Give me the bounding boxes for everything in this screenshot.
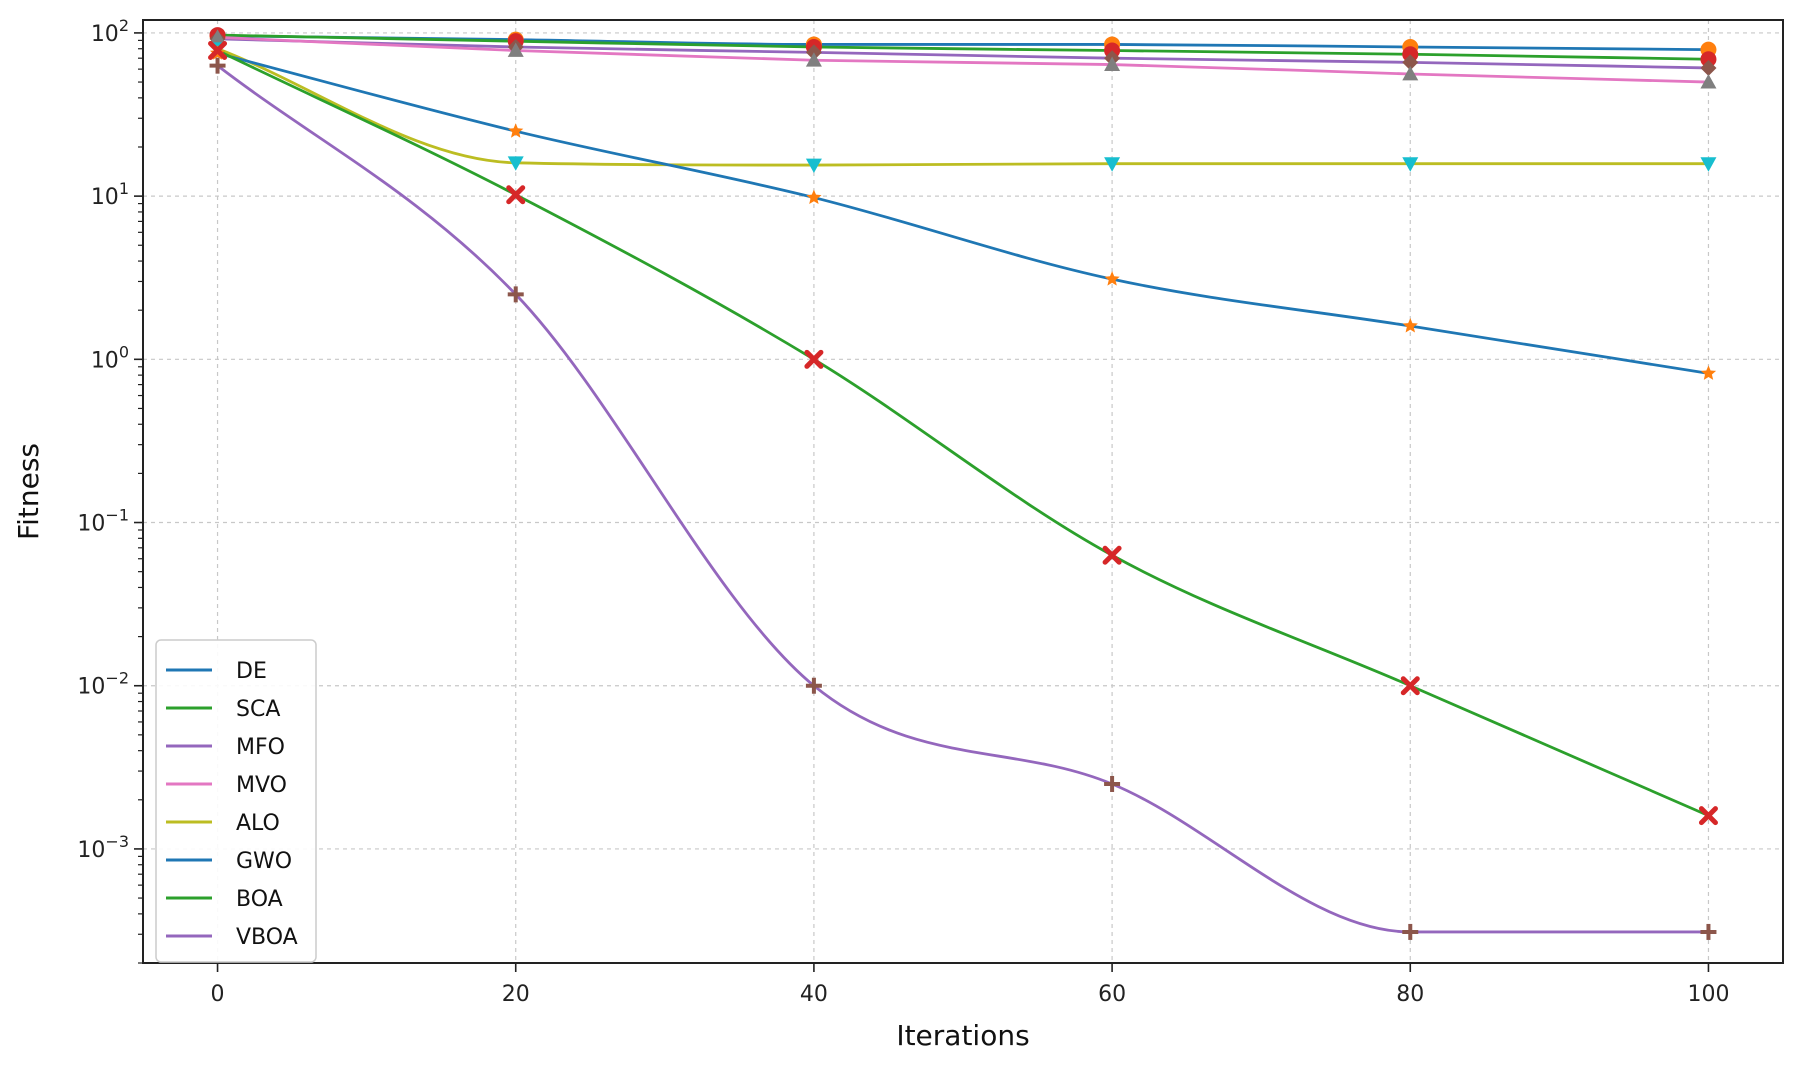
series-line-boa: [216, 49, 1710, 817]
x-axis-title: Iterations: [896, 1019, 1029, 1052]
data-point-boa: [1400, 676, 1420, 696]
data-point-gwo: [806, 189, 822, 204]
data-point-gwo: [1402, 318, 1418, 333]
x-tick-label: 40: [800, 982, 828, 1007]
data-point-boa: [506, 185, 526, 205]
x-tick-label: 80: [1396, 982, 1424, 1007]
axis-ticks: 0 20 40 60 80 100 10−3 10−2 10−1 100 101 102: [77, 16, 1729, 1007]
data-point-mvo: [1402, 66, 1419, 81]
data-point-alo: [1700, 157, 1717, 172]
series-line-mfo: [217, 37, 1709, 70]
data-point-alo: [1104, 157, 1121, 172]
data-point-boa: [1102, 545, 1122, 565]
data-point-vboa: [209, 57, 226, 74]
y-tick-label: 101: [91, 179, 129, 210]
x-tick-label: 100: [1687, 982, 1729, 1007]
series-line-sca: [217, 33, 1709, 61]
y-tick-label: 10−2: [77, 669, 129, 700]
data-point-alo: [805, 158, 822, 174]
data-point-sca: [1700, 51, 1717, 68]
data-point-boa: [208, 41, 228, 61]
legend-label: GWO: [236, 849, 292, 874]
legend-label: DE: [236, 659, 267, 684]
series-line-gwo: [217, 51, 1709, 375]
legend-box: [155, 639, 317, 963]
grid: [143, 20, 1783, 963]
series-lines: [216, 33, 1710, 934]
legend-label: MVO: [236, 773, 287, 798]
y-tick-label: 10−1: [77, 506, 129, 537]
data-point-mvo: [805, 52, 822, 67]
data-point-vboa: [1700, 923, 1717, 940]
data-point-mvo: [1104, 56, 1121, 71]
series-markers: [208, 27, 1718, 940]
data-point-mfo: [1700, 59, 1717, 76]
data-point-alo: [507, 156, 524, 171]
data-point-mfo: [1402, 54, 1419, 71]
y-tick-label: 102: [91, 16, 129, 47]
data-point-gwo: [1104, 271, 1120, 286]
x-tick-label: 0: [211, 982, 225, 1007]
data-point-gwo: [1700, 365, 1717, 380]
legend-label: SCA: [236, 697, 280, 722]
plot-frame: [142, 19, 1784, 964]
data-point-boa: [1698, 806, 1718, 826]
data-point-vboa: [507, 286, 524, 303]
data-point-alo: [1402, 157, 1419, 172]
legend-label: ALO: [236, 811, 280, 836]
y-axis-title: Fitness: [12, 443, 45, 540]
x-tick-label: 20: [502, 982, 530, 1007]
data-point-mvo: [1700, 74, 1717, 89]
series-line-alo: [217, 47, 1709, 167]
series-line-vboa: [216, 64, 1709, 934]
data-point-gwo: [508, 123, 524, 138]
series-line-mvo: [217, 35, 1709, 84]
data-point-boa: [804, 349, 824, 369]
data-point-vboa: [805, 677, 822, 694]
x-tick-label: 60: [1098, 982, 1126, 1007]
data-point-vboa: [1402, 923, 1419, 940]
legend-label: BOA: [236, 887, 283, 912]
y-tick-label: 10−3: [77, 832, 129, 863]
y-tick-label: 100: [91, 342, 129, 373]
data-point-mvo: [507, 42, 524, 57]
legend: DE SCA MFO MVO ALO GWO BOA VBOA: [155, 639, 317, 963]
data-point-mvo: [209, 29, 226, 44]
legend-label: VBOA: [236, 925, 298, 950]
data-point-vboa: [1104, 775, 1121, 792]
legend-label: MFO: [236, 735, 285, 760]
data-point-sca: [1402, 46, 1419, 63]
